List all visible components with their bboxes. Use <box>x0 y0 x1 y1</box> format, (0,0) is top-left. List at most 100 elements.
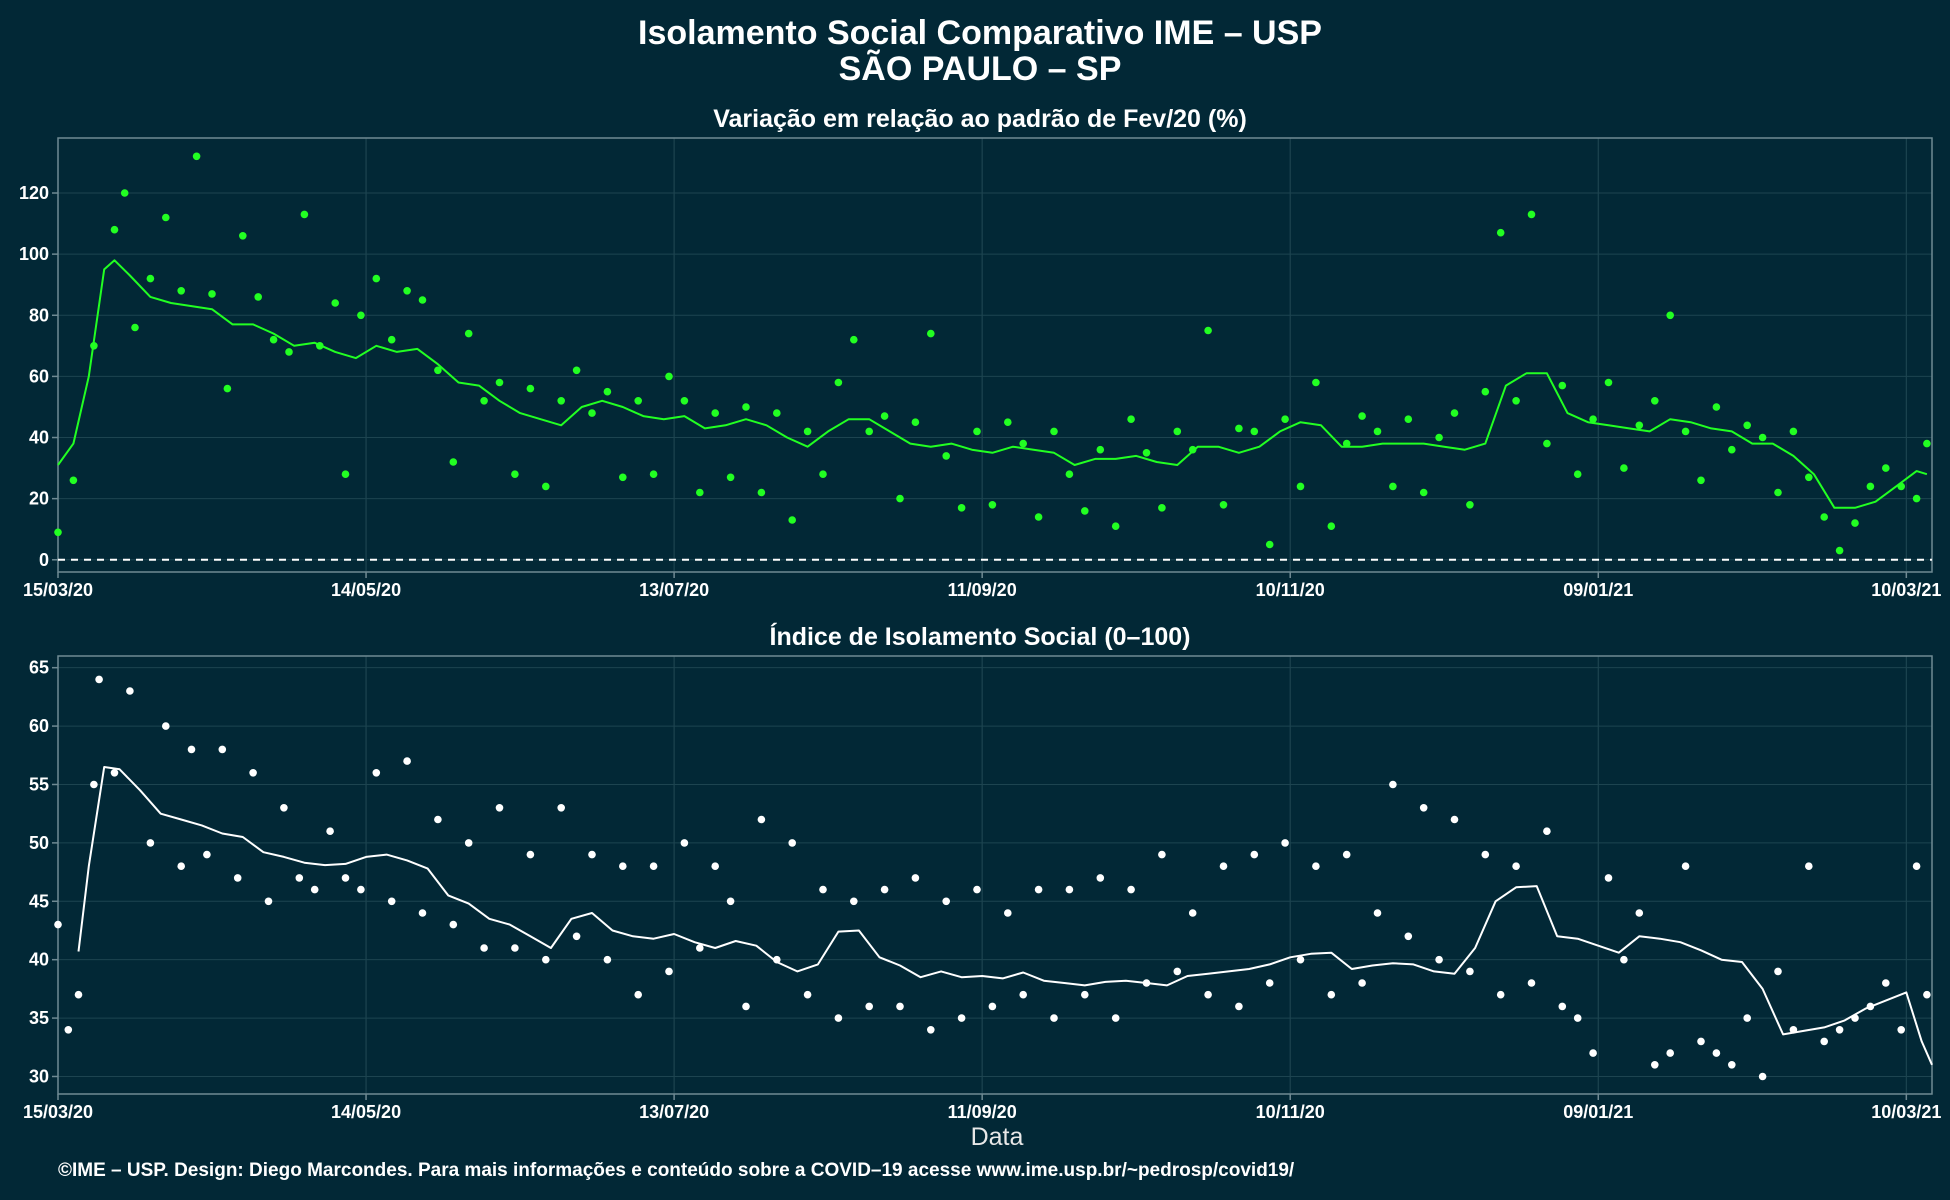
data-point <box>1327 522 1336 530</box>
data-point <box>1589 1049 1597 1057</box>
data-point <box>1435 433 1443 442</box>
x-tick-label: 11/09/20 <box>948 580 1017 600</box>
data-point <box>880 885 889 894</box>
data-point <box>973 427 981 436</box>
data-point <box>495 378 504 387</box>
data-point <box>1635 421 1644 430</box>
data-point <box>357 885 365 894</box>
data-point <box>680 397 689 405</box>
data-point <box>1728 445 1736 454</box>
data-point <box>387 335 396 344</box>
data-point <box>588 409 596 417</box>
data-point <box>572 932 581 941</box>
data-point <box>1481 387 1490 396</box>
data-point <box>464 839 473 847</box>
x-tick-label: 15/03/20 <box>23 580 93 600</box>
x-tick-label: 14/05/20 <box>331 580 401 600</box>
data-point <box>757 488 766 497</box>
data-point <box>1743 1014 1751 1022</box>
data-point <box>1250 850 1259 859</box>
data-point <box>331 299 340 307</box>
data-point <box>110 769 119 777</box>
data-point <box>911 874 920 882</box>
data-point <box>526 850 535 859</box>
data-point <box>1743 421 1751 430</box>
data-point <box>223 384 232 393</box>
data-point <box>1512 862 1520 870</box>
data-point <box>1835 546 1844 555</box>
data-point <box>1004 418 1012 427</box>
data-point <box>1034 513 1043 521</box>
y-tick-label: 65 <box>29 658 49 678</box>
data-point <box>372 769 381 777</box>
data-point <box>973 885 981 894</box>
data-point <box>957 504 966 512</box>
data-point <box>218 745 227 754</box>
data-point <box>1373 909 1382 917</box>
data-point <box>1204 326 1212 335</box>
y-tick-label: 35 <box>29 1008 49 1028</box>
data-point <box>1419 488 1428 497</box>
data-point <box>1404 932 1413 941</box>
data-point <box>1296 482 1305 491</box>
data-point <box>1527 979 1536 987</box>
data-point <box>1466 967 1474 976</box>
data-point <box>1923 990 1931 999</box>
data-point <box>1923 439 1931 448</box>
data-point <box>418 296 427 304</box>
moving-average-line <box>57 259 1928 509</box>
data-point <box>177 287 185 295</box>
data-point <box>1620 955 1628 964</box>
data-point <box>110 225 119 234</box>
data-point <box>300 210 309 219</box>
data-point <box>264 897 273 906</box>
data-point <box>1450 815 1459 824</box>
data-point <box>1111 1014 1120 1022</box>
data-point <box>1204 990 1212 999</box>
data-point <box>1805 473 1813 482</box>
x-tick-label: 09/01/21 <box>1563 580 1633 600</box>
data-point <box>1096 874 1105 882</box>
data-point <box>1158 504 1166 512</box>
data-point <box>269 335 278 344</box>
data-point <box>1312 862 1320 870</box>
data-point <box>1558 1002 1567 1011</box>
data-point <box>988 1002 997 1011</box>
data-point <box>603 387 612 396</box>
data-point <box>742 403 750 411</box>
data-point <box>1558 381 1567 390</box>
bottom-panel: 15/03/20 14/05/20 13/07/20 11/09/20 10/11/20… <box>23 655 1941 1122</box>
data-point <box>819 885 827 894</box>
data-point <box>1265 540 1274 549</box>
top-panel-title: Variação em relação ao padrão de Fev/20 … <box>713 105 1247 133</box>
data-point <box>208 290 216 298</box>
data-point <box>1635 909 1644 917</box>
data-point <box>1820 1037 1828 1046</box>
data-point <box>1820 513 1828 521</box>
data-point <box>1774 967 1782 976</box>
bottom-panel-title: Índice de Isolamento Social (0–100) <box>770 622 1191 651</box>
data-point <box>126 687 134 695</box>
data-point <box>788 839 796 847</box>
data-point <box>942 897 950 906</box>
data-point <box>357 311 365 320</box>
data-point <box>1758 1072 1767 1081</box>
data-point <box>1173 427 1182 436</box>
data-point <box>1081 990 1089 999</box>
data-point <box>911 418 920 427</box>
data-point <box>434 815 442 824</box>
data-point <box>203 850 211 859</box>
moving-average-line <box>77 766 1933 1066</box>
data-point <box>131 323 139 332</box>
data-point <box>1342 439 1351 448</box>
data-point <box>865 1002 873 1011</box>
data-point <box>773 409 781 417</box>
data-point <box>1604 874 1613 882</box>
data-point <box>1127 885 1135 894</box>
data-point <box>757 815 766 824</box>
data-point <box>387 897 396 906</box>
data-point <box>1004 909 1012 917</box>
data-point <box>634 990 642 999</box>
data-point <box>803 990 812 999</box>
data-point <box>1019 439 1027 448</box>
